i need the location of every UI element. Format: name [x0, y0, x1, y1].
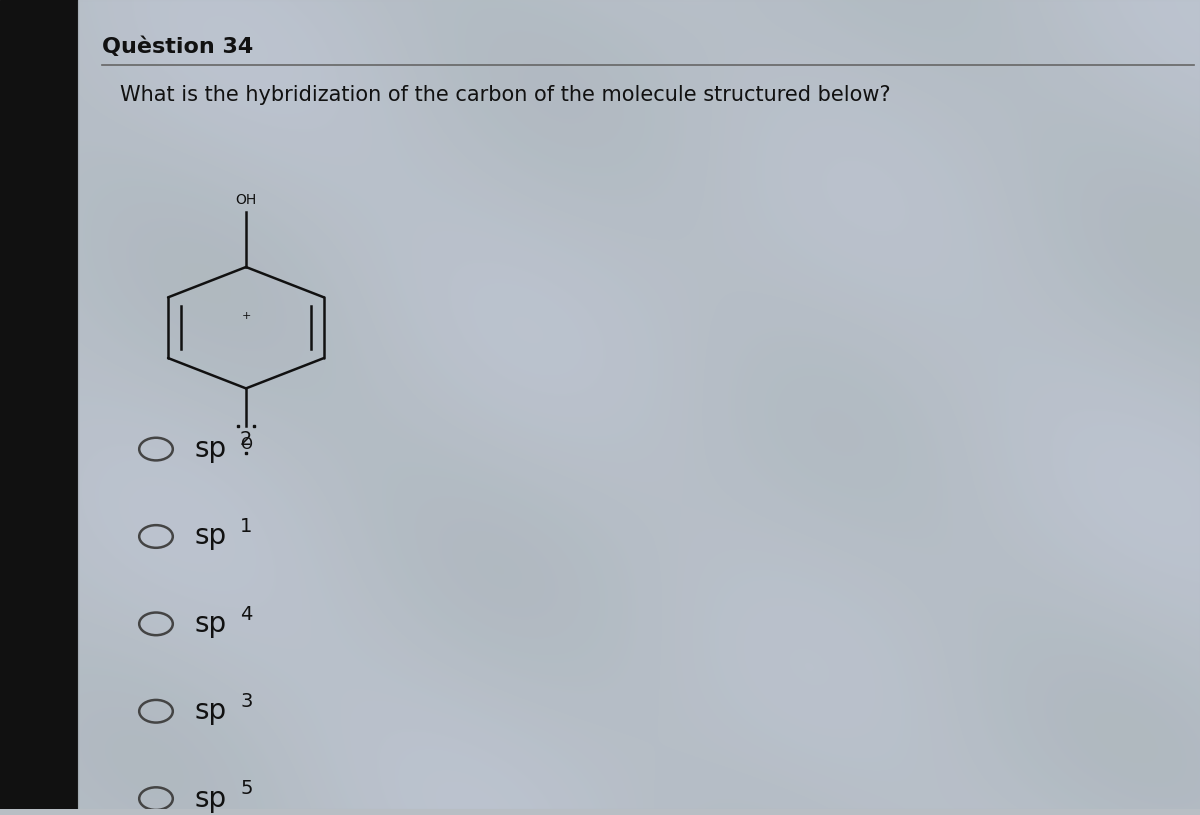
- Text: sp: sp: [194, 435, 227, 463]
- Text: Quèstion 34: Quèstion 34: [102, 37, 253, 57]
- Text: 5: 5: [240, 779, 252, 799]
- Text: sp: sp: [194, 522, 227, 550]
- Text: 3: 3: [240, 692, 252, 711]
- Text: +: +: [241, 311, 251, 320]
- Text: sp: sp: [194, 610, 227, 638]
- Text: sp: sp: [194, 785, 227, 813]
- Text: sp: sp: [194, 698, 227, 725]
- Text: O: O: [240, 437, 252, 452]
- Text: 4: 4: [240, 605, 252, 623]
- Bar: [0, 0, 78, 809]
- Text: What is the hybridization of the carbon of the molecule structured below?: What is the hybridization of the carbon …: [120, 85, 890, 105]
- Text: 2: 2: [240, 430, 252, 449]
- Text: OH: OH: [235, 193, 257, 207]
- Text: 1: 1: [240, 518, 252, 536]
